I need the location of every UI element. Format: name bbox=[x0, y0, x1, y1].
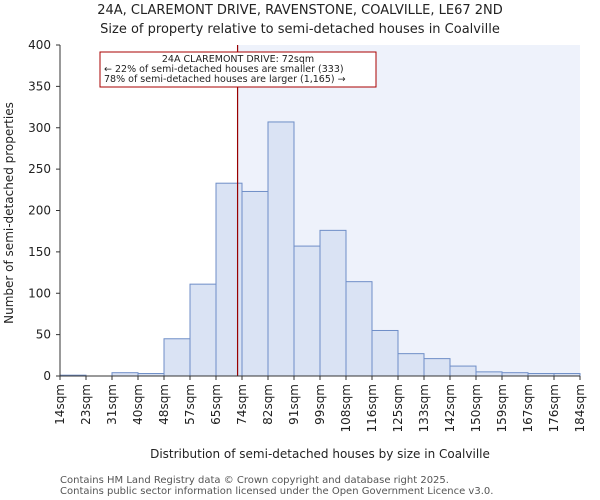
x-tick-label: 116sqm bbox=[365, 384, 379, 432]
x-tick-label: 91sqm bbox=[287, 384, 301, 425]
y-tick-label: 350 bbox=[28, 79, 51, 93]
x-tick-label: 65sqm bbox=[209, 384, 223, 425]
bar-108sqm bbox=[345, 281, 373, 377]
x-tick-label: 40sqm bbox=[131, 384, 145, 425]
footer-line-1: Contains HM Land Registry data © Crown c… bbox=[60, 475, 449, 486]
x-tick-label: 31sqm bbox=[105, 384, 119, 425]
y-axis-ticks: 0 50 100 150 200 250 300 350 400 bbox=[28, 38, 60, 383]
y-axis-label: Number of semi-detached properties bbox=[2, 102, 16, 324]
y-tick-label: 200 bbox=[28, 204, 51, 218]
x-tick-label: 57sqm bbox=[183, 384, 197, 425]
y-tick-label: 50 bbox=[36, 328, 51, 342]
x-tick-label: 14sqm bbox=[53, 384, 67, 425]
x-tick-label: 23sqm bbox=[79, 384, 93, 425]
footer-line-2: Contains public sector information licen… bbox=[60, 486, 493, 497]
x-axis-ticks: 14sqm 23sqm 31sqm 40sqm 48sqm 57sqm 65sqm 74sqm… bbox=[53, 376, 587, 432]
y-tick-label: 250 bbox=[28, 162, 51, 176]
x-tick-label: 167sqm bbox=[521, 384, 535, 432]
bar-133sqm bbox=[423, 358, 451, 377]
x-tick-label: 142sqm bbox=[443, 384, 457, 432]
annotation-line-2: ← 22% of semi-detached houses are smalle… bbox=[104, 64, 344, 75]
bar-116sqm bbox=[371, 329, 399, 377]
x-tick-label: 82sqm bbox=[261, 384, 275, 425]
x-tick-label: 74sqm bbox=[235, 384, 249, 425]
x-tick-label: 108sqm bbox=[339, 384, 353, 432]
x-tick-label: 176sqm bbox=[547, 384, 561, 432]
bar-74sqm bbox=[241, 190, 269, 377]
y-tick-label: 0 bbox=[43, 369, 51, 383]
x-tick-label: 133sqm bbox=[417, 384, 431, 432]
x-tick-label: 184sqm bbox=[573, 384, 587, 432]
bar-91sqm bbox=[293, 245, 321, 377]
bars bbox=[59, 121, 581, 377]
x-tick-label: 150sqm bbox=[469, 384, 483, 432]
y-tick-label: 300 bbox=[28, 121, 51, 135]
annotation-line-1: 24A CLAREMONT DRIVE: 72sqm bbox=[162, 54, 314, 65]
x-tick-label: 159sqm bbox=[495, 384, 509, 432]
x-tick-label: 99sqm bbox=[313, 384, 327, 425]
bar-125sqm bbox=[397, 353, 425, 377]
x-axis-label: Distribution of semi-detached houses by … bbox=[150, 447, 490, 461]
bar-57sqm bbox=[189, 283, 217, 377]
annotation-line-3: 78% of semi-detached houses are larger (… bbox=[104, 74, 346, 85]
chart-title-line-1: 24A, CLAREMONT DRIVE, RAVENSTONE, COALVI… bbox=[97, 3, 503, 18]
y-tick-label: 400 bbox=[28, 38, 51, 52]
y-tick-label: 150 bbox=[28, 245, 51, 259]
annotation-box: 24A CLAREMONT DRIVE: 72sqm ← 22% of semi… bbox=[99, 51, 377, 88]
y-tick-label: 100 bbox=[28, 286, 51, 300]
bar-150sqm bbox=[475, 371, 503, 377]
bar-142sqm bbox=[449, 365, 477, 377]
chart-title-line-2: Size of property relative to semi-detach… bbox=[100, 22, 500, 37]
bar-82sqm bbox=[267, 121, 295, 377]
x-tick-label: 48sqm bbox=[157, 384, 171, 425]
x-tick-label: 125sqm bbox=[391, 384, 405, 432]
bar-48sqm bbox=[163, 338, 191, 377]
bar-99sqm bbox=[319, 229, 347, 377]
